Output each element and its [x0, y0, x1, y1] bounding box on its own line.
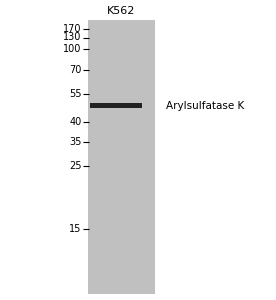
- Bar: [90, 103, 142, 108]
- Bar: [88, 20, 155, 294]
- Text: Arylsulfatase K: Arylsulfatase K: [166, 100, 244, 111]
- Text: 130: 130: [63, 32, 81, 43]
- Text: K562: K562: [107, 5, 136, 16]
- Text: 100: 100: [63, 44, 81, 54]
- Text: 25: 25: [69, 160, 81, 171]
- Text: 55: 55: [69, 89, 81, 100]
- Text: 170: 170: [63, 23, 81, 34]
- Text: 40: 40: [69, 117, 81, 128]
- Text: 15: 15: [69, 224, 81, 234]
- Text: 70: 70: [69, 64, 81, 75]
- Text: 35: 35: [69, 136, 81, 147]
